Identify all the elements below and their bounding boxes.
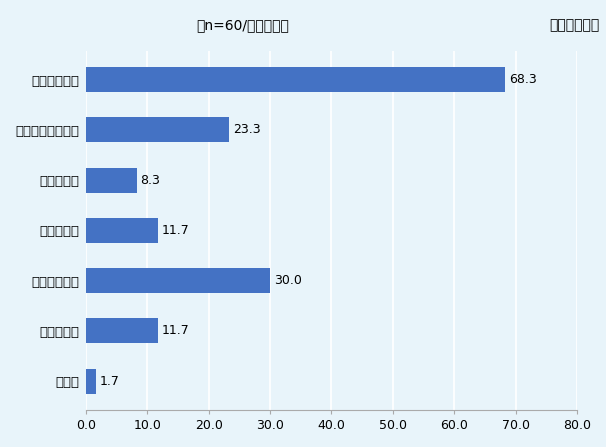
Bar (86, 218, 158, 243)
Text: 11.7: 11.7 (161, 224, 189, 237)
Bar (86, 117, 229, 143)
Bar (86, 67, 505, 92)
Bar (86, 168, 137, 193)
Text: 8.3: 8.3 (141, 173, 161, 187)
Text: 11.7: 11.7 (161, 325, 189, 337)
Text: 1.7: 1.7 (100, 375, 120, 388)
Bar (86, 268, 270, 293)
Bar (86, 318, 158, 343)
Text: （単位：％）: （単位：％） (550, 18, 600, 32)
Text: （n=60/複数回答）: （n=60/複数回答） (196, 18, 289, 32)
Text: 30.0: 30.0 (274, 274, 302, 287)
Text: 68.3: 68.3 (509, 73, 537, 86)
Bar (86, 368, 96, 394)
Text: 23.3: 23.3 (233, 123, 260, 136)
